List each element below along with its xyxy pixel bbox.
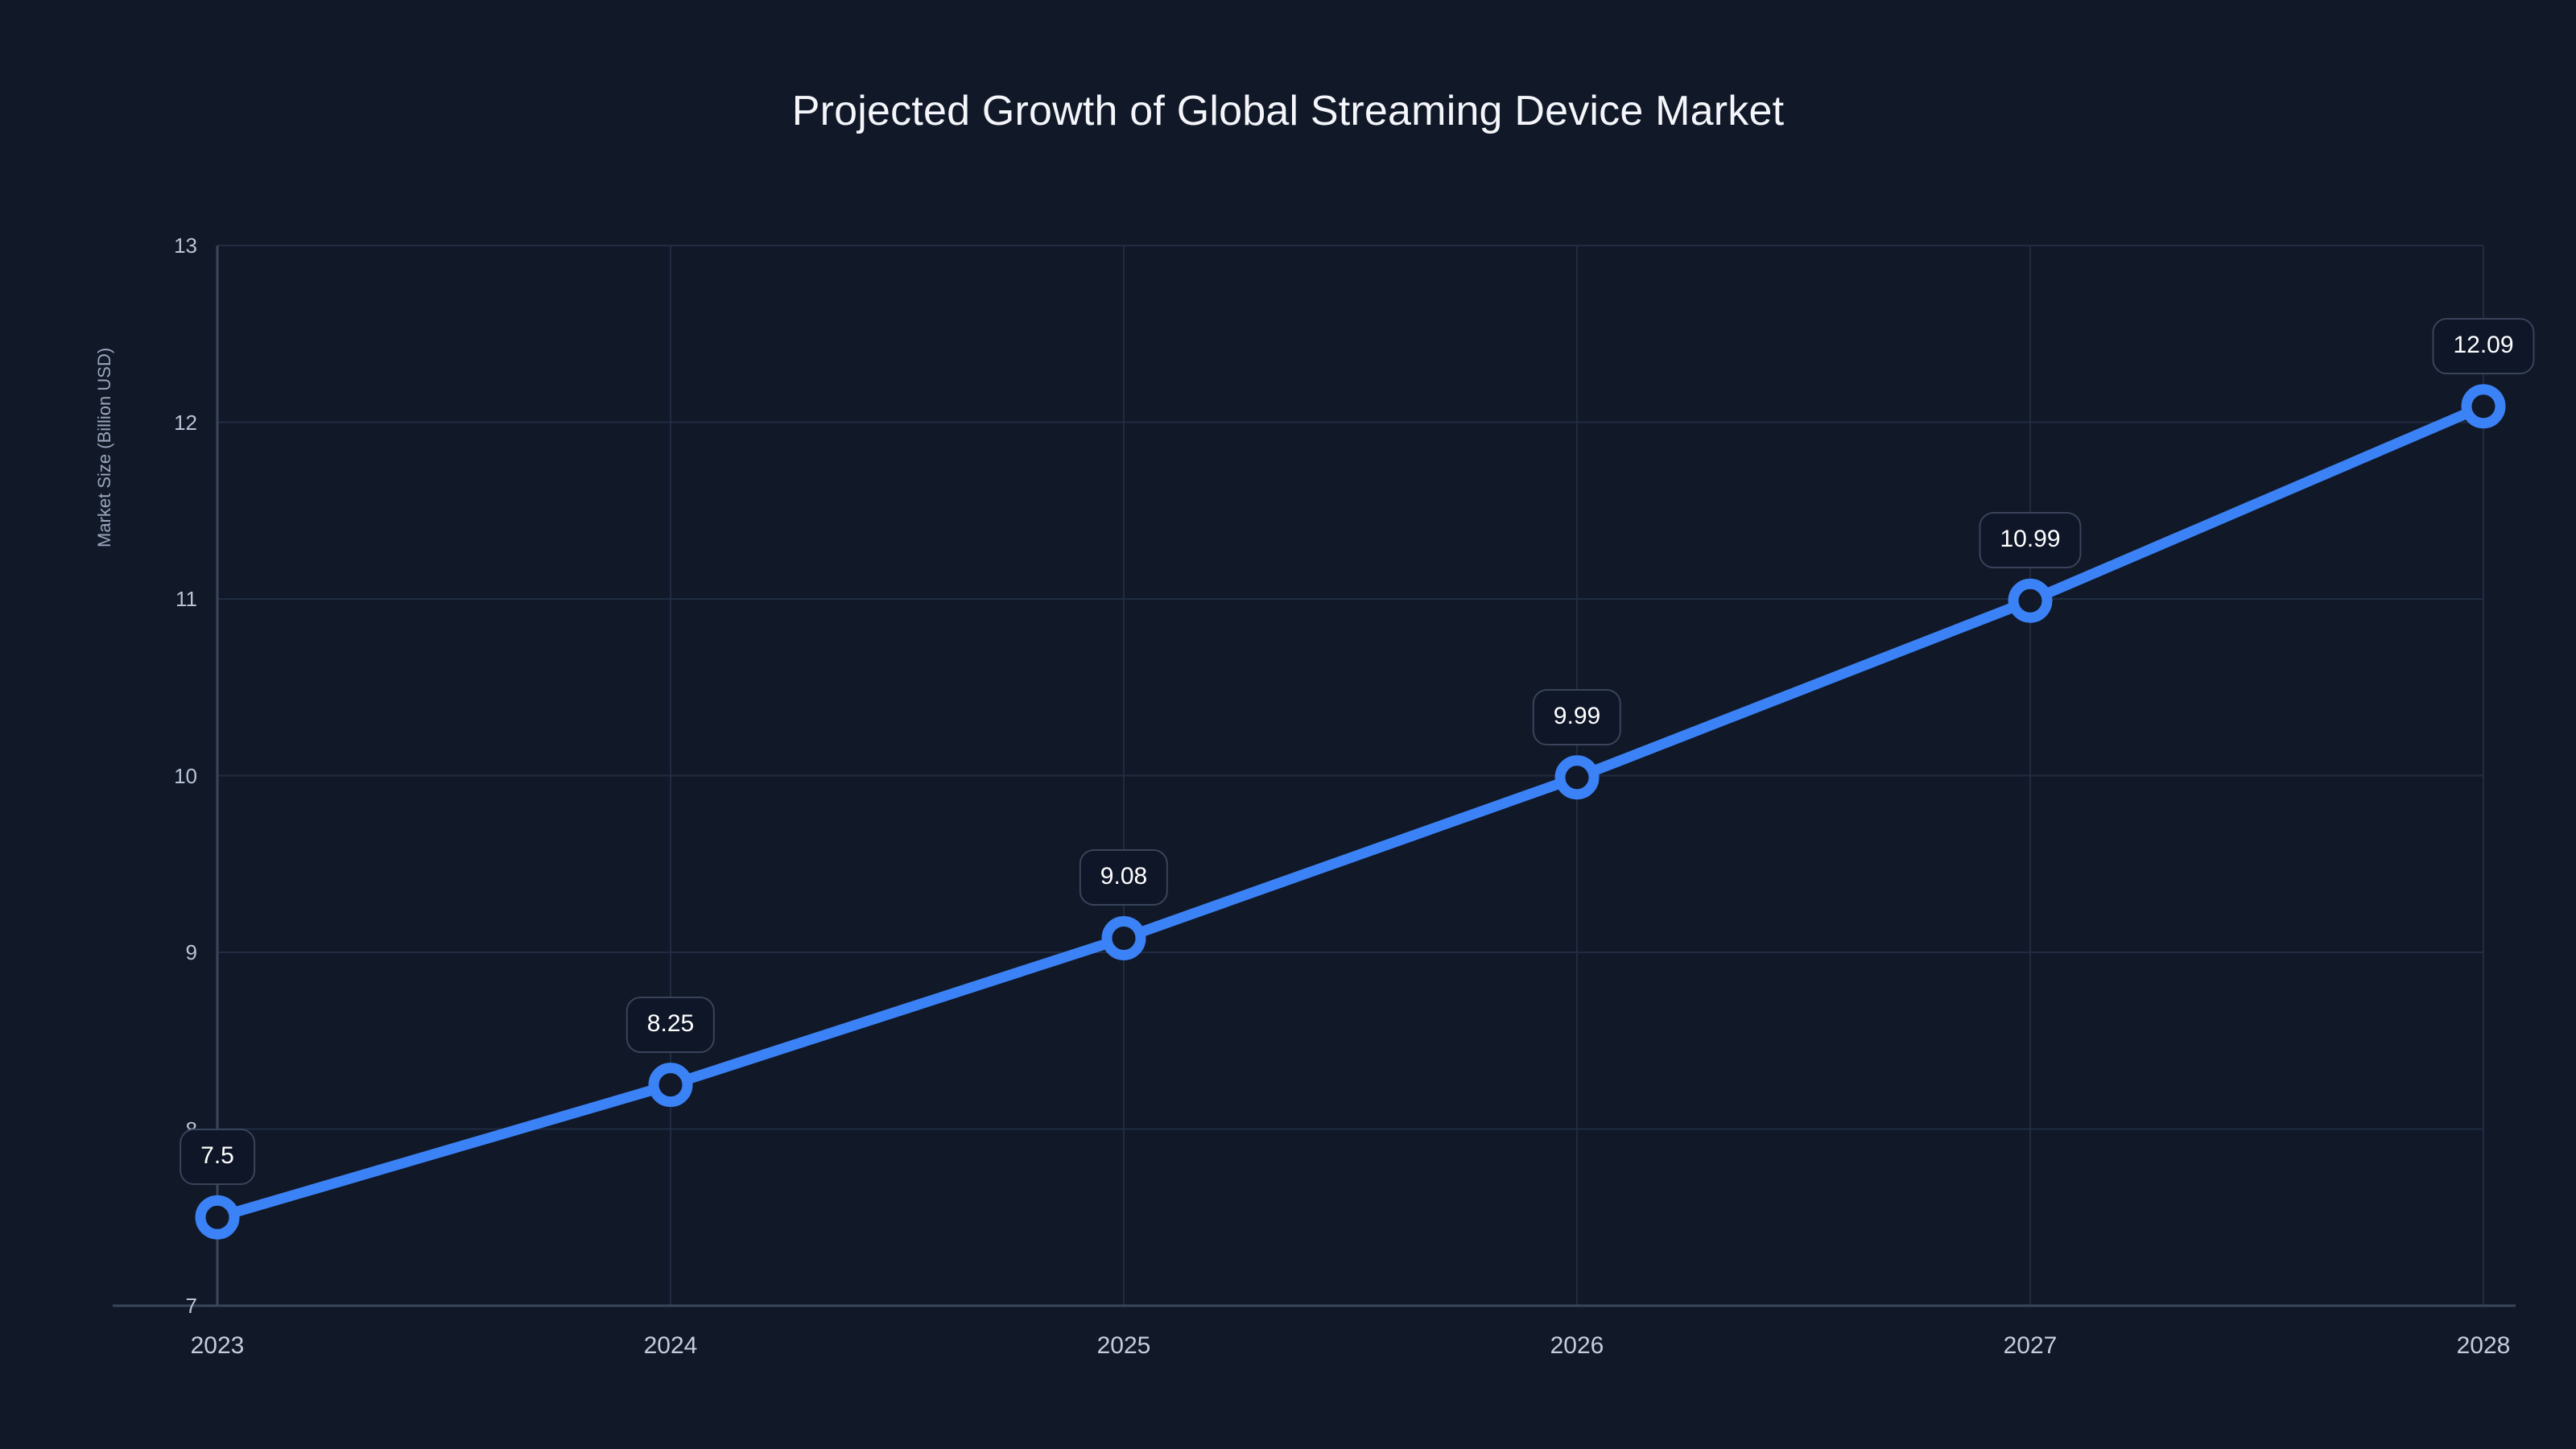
y-axis-tick-label: 9 <box>185 940 197 964</box>
data-point-marker[interactable] <box>648 1063 693 1108</box>
x-axis-tick-label: 2025 <box>1096 1332 1151 1359</box>
y-axis-tick-label: 11 <box>175 587 197 611</box>
x-axis-tick-label: 2026 <box>1550 1332 1604 1359</box>
y-axis-tick-label: 10 <box>174 763 197 788</box>
chart-title: Projected Growth of Global Streaming Dev… <box>791 88 1785 134</box>
data-point-marker[interactable] <box>195 1195 240 1240</box>
x-axis-tick-label: 2027 <box>2003 1332 2058 1359</box>
data-value-label: 8.25 <box>625 996 716 1053</box>
data-point-marker[interactable] <box>1101 915 1146 960</box>
data-value-label: 9.08 <box>1079 849 1169 906</box>
y-axis-tick-label: 12 <box>174 410 197 435</box>
x-axis-tick-label: 2028 <box>2456 1332 2511 1359</box>
gridlines <box>217 245 2484 1307</box>
data-point-markers <box>195 384 2506 1240</box>
data-value-label: 10.99 <box>1979 512 2082 569</box>
data-point-marker[interactable] <box>2008 578 2053 623</box>
y-axis-tick-label: 7 <box>185 1294 197 1318</box>
data-point-marker[interactable] <box>1554 755 1600 800</box>
data-point-marker[interactable] <box>2461 384 2506 429</box>
x-axis-tick-label: 2023 <box>190 1332 245 1359</box>
data-value-label: 12.09 <box>2432 317 2535 374</box>
series-line-market-size <box>212 401 2489 1223</box>
data-value-label: 7.5 <box>180 1129 255 1186</box>
data-value-label: 9.99 <box>1532 688 1622 745</box>
y-axis-tick-label: 13 <box>174 233 197 258</box>
x-axis-tick-label: 2024 <box>643 1332 698 1359</box>
